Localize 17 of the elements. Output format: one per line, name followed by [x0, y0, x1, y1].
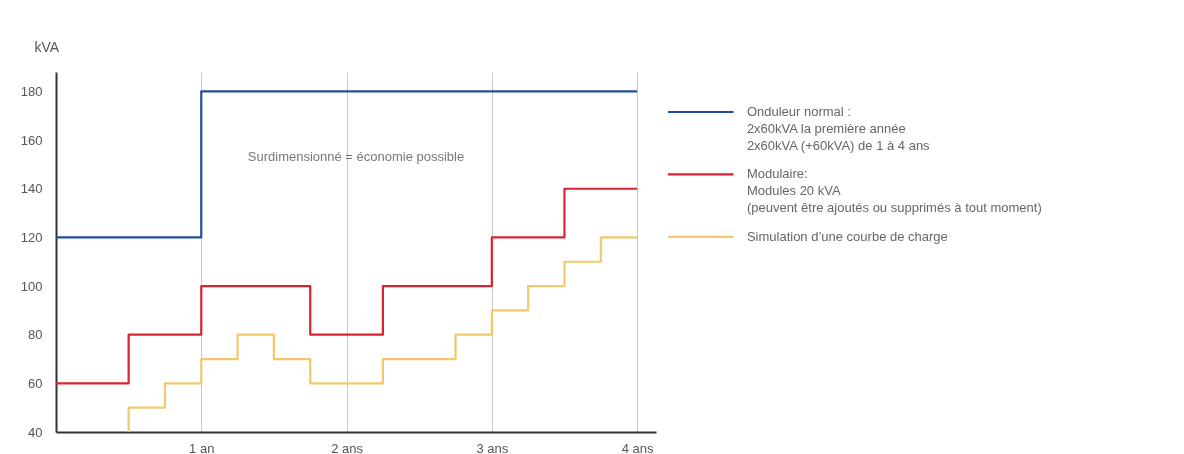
y-tick-label: 100 — [20, 278, 43, 294]
y-tick-label: 60 — [28, 375, 43, 391]
y-tick-label: 140 — [20, 181, 43, 197]
text: Simulation d’une courbe de charge — [746, 228, 948, 244]
y-axis-title: kVA — [34, 38, 60, 55]
y-tick-label: 120 — [20, 229, 43, 245]
text: Onduleur normal : 2x60kVA la première année 2x60kVA (+60kVA) de 1 à 4 ans — [746, 104, 931, 153]
annotation: Surdimensionné = économie possible — [247, 149, 465, 164]
x-tick-label: 2 ans — [331, 440, 364, 454]
x-tick-label: 4 ans — [621, 440, 655, 454]
x-tick-label: 3 ans — [476, 440, 509, 454]
y-tick-label: 180 — [20, 83, 43, 99]
y-tick-label: 160 — [20, 132, 43, 148]
x-tick-label: 1 an — [189, 440, 215, 454]
y-tick-label: 80 — [28, 327, 43, 343]
text: Modulaire: Modules 20 kVA (peuvent être ajoutés ou supprimés à tout moment) — [746, 166, 1042, 216]
y-tick-label: 40 — [28, 424, 43, 440]
